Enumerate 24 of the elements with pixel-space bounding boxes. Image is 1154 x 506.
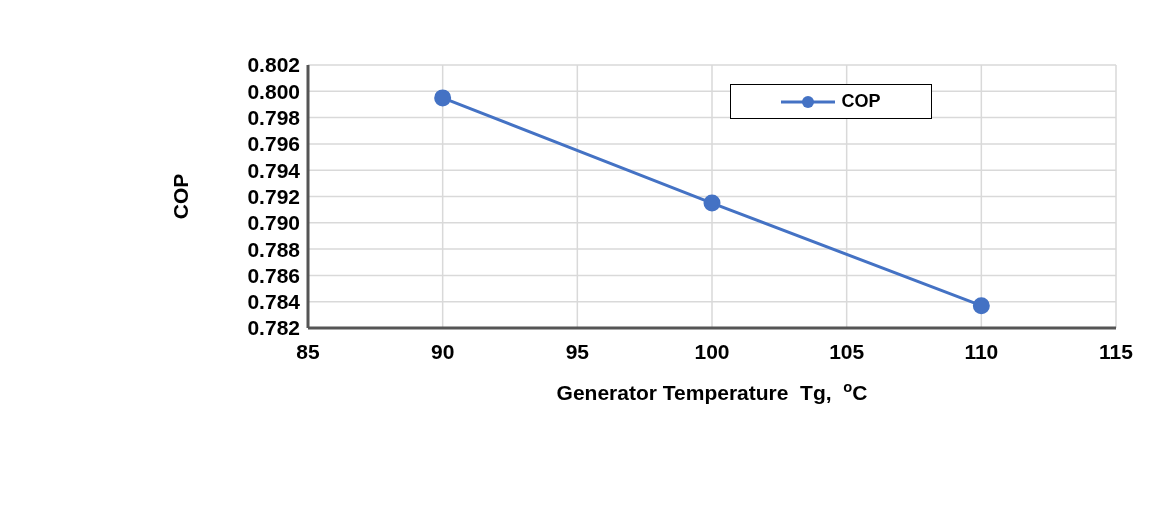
x-tick-label: 90 [430,339,455,363]
x-tick-label: 85 [296,339,320,363]
x-tick-label: 105 [829,339,865,363]
y-tick-label: 0.798 [247,106,301,130]
y-tick-label: 0.802 [247,53,300,77]
y-tick-label: 0.790 [247,211,300,235]
x-tick-label: 110 [964,339,999,363]
point [434,89,452,107]
point [703,194,721,212]
y-tick-label: 0.784 [247,290,301,314]
x-tick-label: 100 [694,339,730,363]
y-tick-label: 0.800 [247,79,300,103]
x-axis-title: Generator Temperature Tg, $^{o}$C [556,379,868,404]
y-tick-label: 0.794 [247,158,301,182]
x-tick-label: 95 [565,339,590,363]
y-tick-label: 0.782 [247,316,300,340]
y-tick-label: 0.786 [247,263,300,287]
legend-label: COP [840,91,881,112]
y-axis-title: COP [169,173,192,220]
y-tick-label: 0.792 [247,184,300,208]
point [972,297,990,315]
x-tick-label: 115 [1099,339,1134,363]
y-tick-label: 0.788 [247,237,301,261]
y-tick-label: 0.796 [247,132,300,156]
